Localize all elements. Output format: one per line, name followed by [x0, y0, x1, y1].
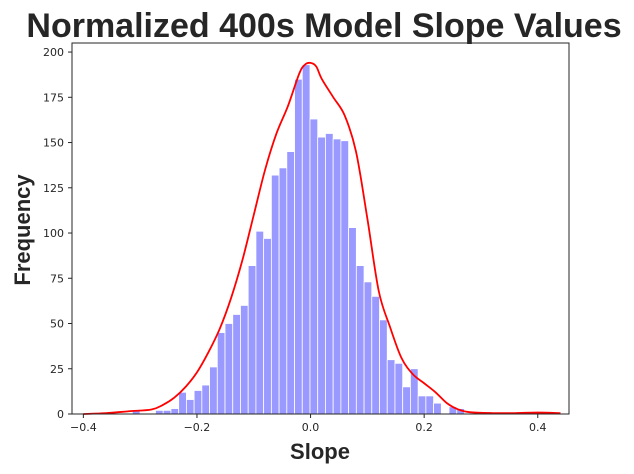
histogram-bar [170, 408, 180, 415]
histogram-bar [348, 227, 357, 415]
histogram-bar [178, 391, 187, 415]
y-tick-label: 75 [50, 272, 64, 285]
y-tick-label: 150 [43, 137, 64, 150]
histogram-bar [301, 64, 311, 415]
histogram-bars [131, 64, 465, 415]
histogram-bar [255, 230, 265, 415]
x-tick-label: 0.2 [415, 421, 433, 434]
histogram-bar [379, 319, 388, 415]
histogram-bar [185, 399, 195, 415]
kde-line [83, 61, 561, 415]
histogram-bar [294, 78, 303, 415]
histogram-bar [355, 265, 365, 415]
histogram-bar [394, 362, 404, 415]
histogram-bar [240, 305, 249, 415]
y-tick-label: 100 [43, 227, 64, 240]
histogram-bar [363, 281, 373, 415]
histogram-bar [309, 118, 319, 415]
histogram-bar [371, 295, 380, 415]
y-tick-label: 200 [43, 46, 64, 59]
x-tick-label: 0.0 [302, 421, 320, 434]
x-tick-label: −0.4 [70, 421, 97, 434]
histogram-bar [270, 174, 280, 415]
histogram-bar [417, 395, 427, 415]
histogram-bar [325, 133, 334, 415]
histogram-bar [224, 323, 234, 415]
y-tick-label: 175 [43, 91, 64, 104]
histogram-bar [433, 402, 442, 415]
y-tick-label: 125 [43, 182, 64, 195]
histogram-bar [286, 151, 295, 415]
y-tick-label: 0 [57, 408, 64, 421]
x-tick-label: −0.2 [184, 421, 211, 434]
chart-title: Normalized 400s Model Slope Values [26, 7, 621, 45]
y-tick-label: 25 [50, 363, 64, 376]
y-tick-label: 50 [50, 318, 64, 331]
histogram-bar [263, 238, 272, 415]
histogram-bar [247, 265, 257, 415]
y-axis-ticks: 0 25 50 75 100 125 150 175 200 [43, 46, 72, 421]
x-tick-label: 0.4 [529, 421, 547, 434]
plot-frame [71, 42, 570, 415]
histogram-bar [155, 409, 164, 415]
histogram-bar [278, 167, 288, 415]
x-axis-label: Slope [290, 439, 350, 464]
x-axis-ticks: −0.4 −0.2 0.0 0.2 0.4 [70, 414, 547, 434]
histogram-bar [232, 314, 241, 415]
histogram-bar [402, 386, 411, 415]
histogram-bar [332, 138, 342, 415]
histogram-bar [386, 359, 396, 415]
histogram-bar [340, 140, 350, 415]
histogram-bar [317, 136, 326, 415]
histogram-bar [216, 332, 226, 415]
histogram-bar [425, 395, 434, 415]
y-axis-label: Frequency [10, 174, 35, 286]
histogram-bar [209, 366, 218, 415]
histogram-bar [162, 409, 172, 415]
histogram-bar [193, 390, 203, 415]
histogram-bar [201, 384, 210, 415]
